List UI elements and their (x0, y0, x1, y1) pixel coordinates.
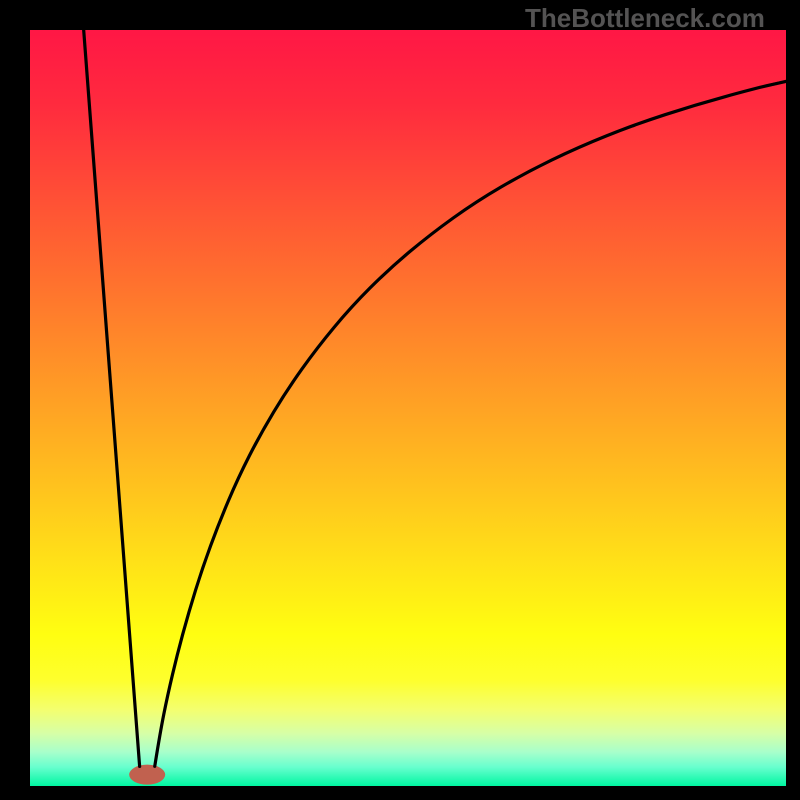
plot-area (30, 30, 786, 786)
chart-container: TheBottleneck.com (0, 0, 800, 800)
bottleneck-marker (129, 765, 165, 785)
watermark-text: TheBottleneck.com (525, 3, 765, 34)
gradient-background (30, 30, 786, 786)
plot-svg (30, 30, 786, 786)
